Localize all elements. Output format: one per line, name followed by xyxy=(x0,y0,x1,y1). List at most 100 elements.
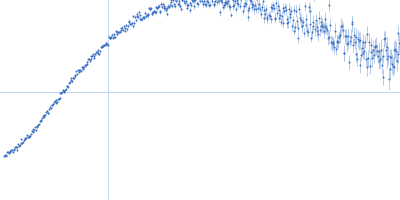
Point xyxy=(232,7,239,11)
Point xyxy=(373,44,379,47)
Point xyxy=(72,74,78,77)
Point xyxy=(310,24,317,27)
Point xyxy=(258,12,264,16)
Point xyxy=(318,20,325,23)
Point xyxy=(269,6,276,9)
Point xyxy=(230,0,236,2)
Point xyxy=(200,3,206,6)
Point xyxy=(336,35,342,38)
Point xyxy=(224,0,231,3)
Point xyxy=(144,14,150,17)
Point xyxy=(160,7,167,10)
Point xyxy=(212,0,218,3)
Point xyxy=(396,42,400,45)
Point xyxy=(390,49,397,52)
Point xyxy=(93,51,99,54)
Point xyxy=(276,16,282,19)
Point xyxy=(152,10,159,13)
Point xyxy=(201,0,207,2)
Point xyxy=(331,45,337,48)
Point xyxy=(378,63,385,66)
Point xyxy=(224,1,230,5)
Point xyxy=(149,11,156,14)
Point xyxy=(182,1,188,4)
Point xyxy=(173,0,180,3)
Point xyxy=(14,148,20,151)
Point xyxy=(2,153,8,156)
Point xyxy=(273,2,280,5)
Point xyxy=(366,41,372,44)
Point xyxy=(222,0,228,4)
Point xyxy=(162,6,168,10)
Point xyxy=(291,29,298,32)
Point xyxy=(68,79,74,82)
Point xyxy=(132,15,138,18)
Point xyxy=(79,66,86,69)
Point xyxy=(248,5,255,8)
Point xyxy=(306,23,313,26)
Point xyxy=(154,7,160,10)
Point xyxy=(290,19,296,22)
Point xyxy=(295,27,302,30)
Point xyxy=(263,8,269,11)
Point xyxy=(114,31,120,34)
Point xyxy=(107,36,114,40)
Point xyxy=(184,6,190,9)
Point xyxy=(31,128,37,132)
Point xyxy=(386,67,393,70)
Point xyxy=(342,35,348,38)
Point xyxy=(317,29,323,32)
Point xyxy=(65,85,72,88)
Point xyxy=(164,7,170,10)
Point xyxy=(147,7,153,10)
Point xyxy=(34,125,40,128)
Point xyxy=(9,148,15,152)
Point xyxy=(344,42,350,45)
Point xyxy=(250,3,256,6)
Point xyxy=(374,54,381,58)
Point xyxy=(150,10,156,13)
Point xyxy=(251,7,257,11)
Point xyxy=(103,41,110,44)
Point xyxy=(217,11,223,14)
Point xyxy=(349,20,356,24)
Point xyxy=(360,41,366,44)
Point xyxy=(222,2,229,5)
Point xyxy=(382,37,388,40)
Point xyxy=(24,134,30,137)
Point xyxy=(302,17,309,21)
Point xyxy=(15,142,22,145)
Point xyxy=(325,36,332,39)
Point xyxy=(386,77,392,81)
Point xyxy=(87,54,94,57)
Point xyxy=(25,135,31,139)
Point xyxy=(41,114,48,117)
Point xyxy=(246,6,252,10)
Point xyxy=(160,2,166,5)
Point xyxy=(323,26,329,29)
Point xyxy=(262,12,268,15)
Point xyxy=(315,32,322,36)
Point xyxy=(355,37,361,41)
Point xyxy=(369,56,376,59)
Point xyxy=(175,3,182,6)
Point xyxy=(347,39,353,42)
Point xyxy=(243,2,249,5)
Point xyxy=(166,6,172,9)
Point xyxy=(143,14,149,17)
Point xyxy=(352,36,359,39)
Point xyxy=(308,36,314,39)
Point xyxy=(133,15,140,18)
Point xyxy=(348,22,355,25)
Point xyxy=(272,16,278,19)
Point xyxy=(264,18,270,21)
Point xyxy=(387,55,394,59)
Point xyxy=(207,3,214,6)
Point xyxy=(106,36,113,39)
Point xyxy=(336,33,343,36)
Point xyxy=(59,90,65,93)
Point xyxy=(351,34,357,37)
Point xyxy=(145,14,152,17)
Point xyxy=(272,17,279,20)
Point xyxy=(152,11,158,14)
